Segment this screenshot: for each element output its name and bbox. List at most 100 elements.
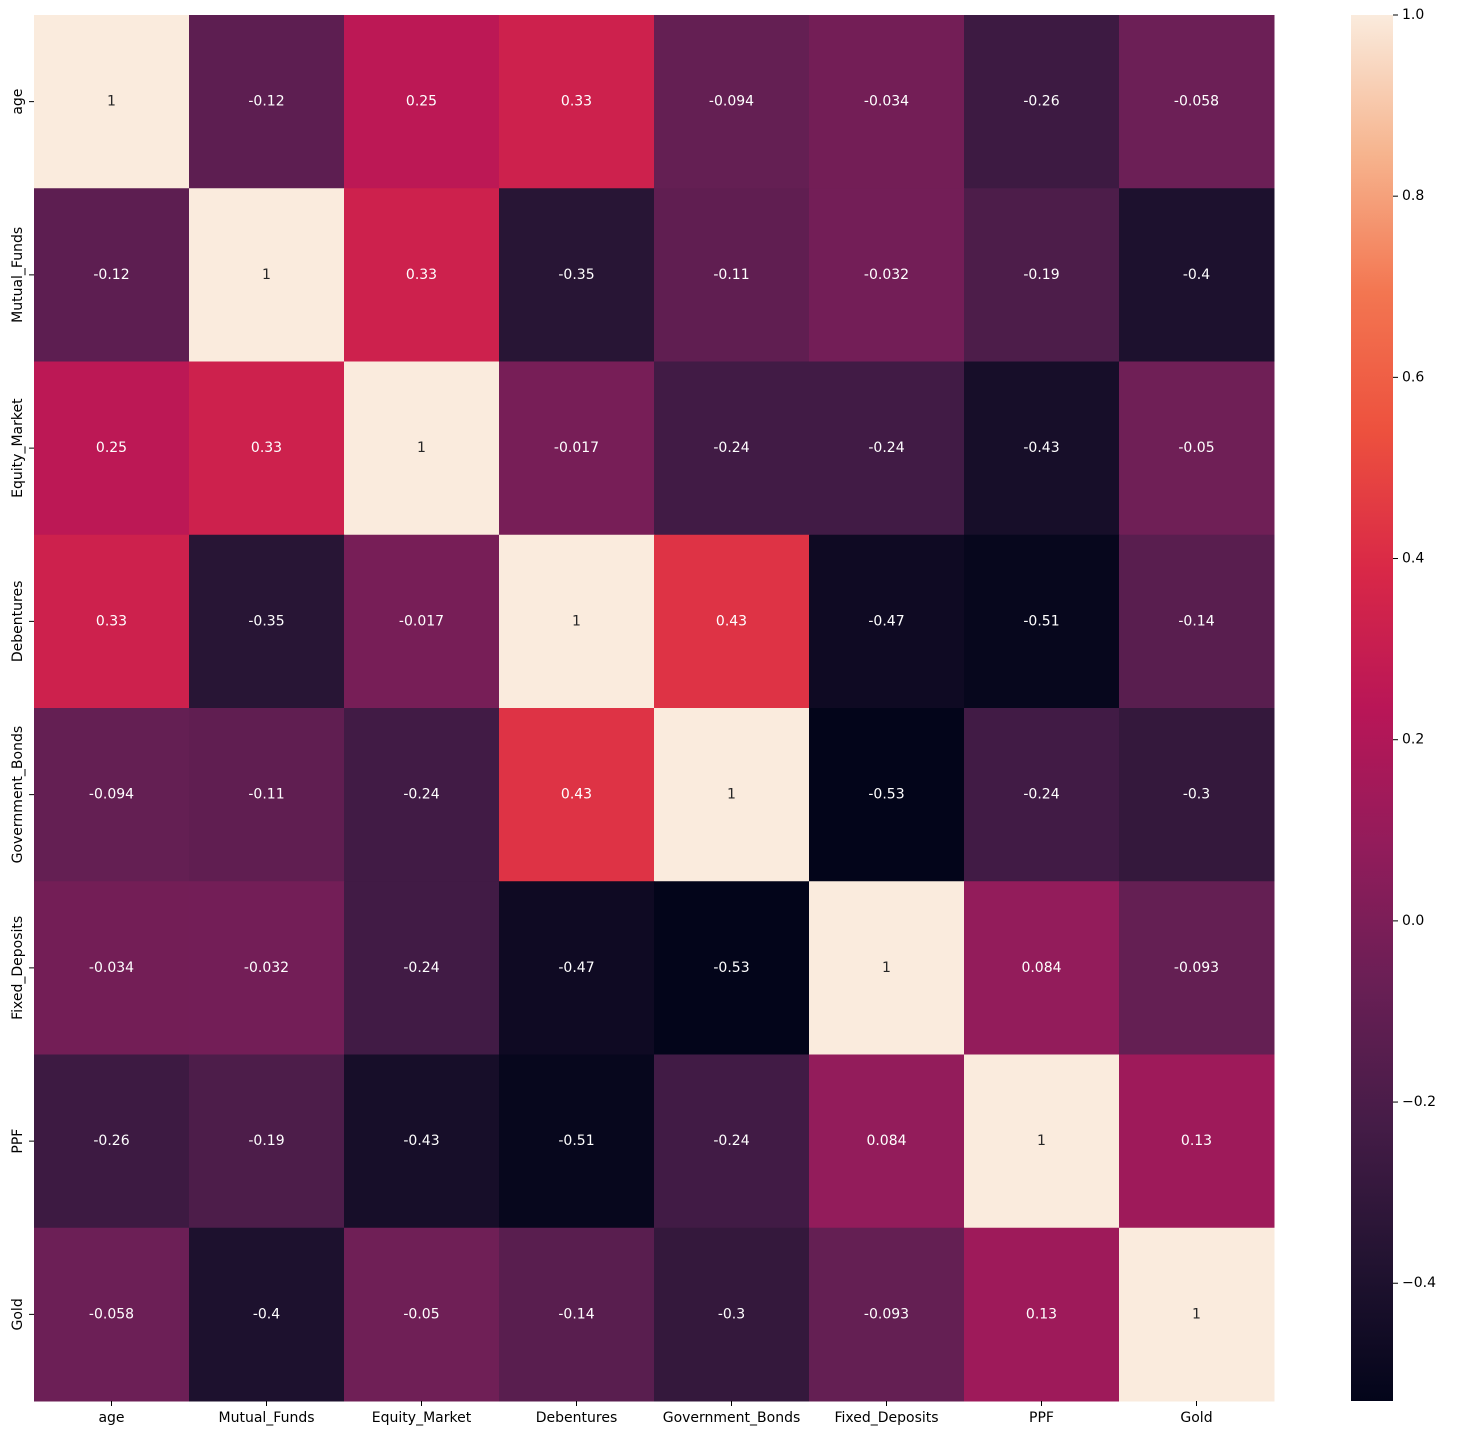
heatmap-cell bbox=[654, 1054, 810, 1229]
colorbar-tick-label: 0.4 bbox=[1402, 551, 1424, 567]
x-tick-label: Mutual_Funds bbox=[219, 1410, 315, 1426]
y-tick-label: PPF bbox=[10, 1129, 26, 1154]
heatmap-cell bbox=[34, 188, 190, 362]
cell-label: 1 bbox=[417, 440, 426, 456]
cell-label: -0.034 bbox=[864, 94, 909, 110]
cell-label: -0.05 bbox=[1178, 440, 1214, 456]
y-tick-label: Gold bbox=[10, 1298, 26, 1330]
y-tick-label: Fixed_Deposits bbox=[10, 916, 26, 1020]
heatmap-cell bbox=[499, 881, 655, 1055]
heatmap-cell bbox=[964, 881, 1120, 1055]
heatmap-cell bbox=[809, 15, 965, 189]
cell-label: -0.3 bbox=[1183, 787, 1210, 803]
heatmap-cell bbox=[1119, 1054, 1275, 1229]
cell-label: -0.19 bbox=[1023, 267, 1059, 283]
heatmap-cell bbox=[189, 188, 345, 362]
heatmap-cell bbox=[654, 881, 810, 1055]
heatmap-cell bbox=[344, 1054, 500, 1229]
heatmap-cell bbox=[189, 708, 345, 882]
cell-label: 0.33 bbox=[406, 267, 437, 283]
cell-label: -0.51 bbox=[1023, 613, 1059, 629]
heatmap-cell bbox=[499, 534, 655, 709]
y-tick-label: age bbox=[10, 89, 26, 115]
heatmap-cell bbox=[499, 188, 655, 362]
cell-label: -0.017 bbox=[399, 613, 444, 629]
heatmap-cell bbox=[499, 1054, 655, 1229]
heatmap-cell bbox=[1119, 708, 1275, 882]
x-tick-label: Fixed_Deposits bbox=[834, 1410, 938, 1426]
cell-label: -0.24 bbox=[713, 440, 749, 456]
y-tick-label: Debentures bbox=[10, 581, 26, 662]
cell-label: 1 bbox=[262, 267, 271, 283]
cell-label: -0.05 bbox=[403, 1306, 439, 1322]
cell-label: -0.032 bbox=[244, 960, 289, 976]
colorbar-tick-label: −0.2 bbox=[1402, 1094, 1436, 1110]
cell-label: -0.35 bbox=[248, 613, 284, 629]
cell-label: -0.35 bbox=[558, 267, 594, 283]
cell-label: -0.058 bbox=[89, 1306, 134, 1322]
cell-label: -0.12 bbox=[93, 267, 129, 283]
cell-label: -0.24 bbox=[713, 1133, 749, 1149]
cell-label: -0.24 bbox=[868, 440, 904, 456]
cell-label: -0.53 bbox=[713, 960, 749, 976]
cell-label: 0.33 bbox=[251, 440, 282, 456]
heatmap-cell bbox=[344, 361, 500, 536]
cell-label: -0.3 bbox=[718, 1306, 745, 1322]
cell-label: -0.4 bbox=[253, 1306, 280, 1322]
colorbar-tick-label: 1.0 bbox=[1402, 7, 1424, 23]
cell-label: -0.093 bbox=[1174, 960, 1219, 976]
y-tick-label: Equity_Market bbox=[10, 398, 26, 498]
y-tick-label: Mutual_Funds bbox=[10, 227, 26, 323]
colorbar-tick-label: 0.6 bbox=[1402, 369, 1424, 385]
cell-label: -0.017 bbox=[554, 440, 599, 456]
colorbar-tick-label: 0.0 bbox=[1402, 913, 1424, 929]
cell-label: -0.53 bbox=[868, 787, 904, 803]
x-tick-label: Equity_Market bbox=[372, 1410, 472, 1426]
heatmap-cell bbox=[34, 708, 190, 882]
cell-label: 0.13 bbox=[1026, 1306, 1057, 1322]
cell-label: -0.093 bbox=[864, 1306, 909, 1322]
heatmap-cell bbox=[809, 1227, 965, 1402]
cell-label: -0.47 bbox=[868, 613, 904, 629]
cell-label: -0.26 bbox=[93, 1133, 129, 1149]
heatmap-cell bbox=[344, 1227, 500, 1402]
heatmap-cell bbox=[189, 534, 345, 709]
cell-label: -0.11 bbox=[713, 267, 749, 283]
cell-label: -0.24 bbox=[1023, 787, 1059, 803]
heatmap-cell bbox=[964, 534, 1120, 709]
heatmap-cell bbox=[1119, 881, 1275, 1055]
heatmap-cell bbox=[34, 1054, 190, 1229]
heatmap-cell bbox=[34, 1227, 190, 1402]
heatmap-cell bbox=[964, 1054, 1120, 1229]
x-tick-label: PPF bbox=[1029, 1410, 1054, 1426]
cell-label: 0.13 bbox=[1181, 1133, 1212, 1149]
cell-label: 0.084 bbox=[1021, 960, 1061, 976]
cell-label: -0.19 bbox=[248, 1133, 284, 1149]
heatmap-cell bbox=[964, 1227, 1120, 1402]
heatmap-cell bbox=[964, 15, 1120, 189]
cell-label: -0.11 bbox=[248, 787, 284, 803]
heatmap-cell bbox=[654, 15, 810, 189]
heatmap-cell bbox=[189, 1227, 345, 1402]
x-tick-label: age bbox=[98, 1410, 124, 1426]
cell-label: -0.51 bbox=[558, 1133, 594, 1149]
heatmap-cell bbox=[189, 15, 345, 189]
cell-label: -0.43 bbox=[1023, 440, 1059, 456]
cell-label: -0.14 bbox=[1178, 613, 1214, 629]
cell-label: 1 bbox=[1037, 1133, 1046, 1149]
heatmap-cell bbox=[34, 881, 190, 1055]
cell-label: -0.094 bbox=[89, 787, 134, 803]
cell-label: -0.058 bbox=[1174, 94, 1219, 110]
cell-label: -0.14 bbox=[558, 1306, 594, 1322]
cell-label: 1 bbox=[727, 787, 736, 803]
heatmap-cell bbox=[499, 708, 655, 882]
heatmap-cell bbox=[499, 361, 655, 536]
cell-label: -0.47 bbox=[558, 960, 594, 976]
colorbar bbox=[1351, 15, 1393, 1401]
cell-label: 0.25 bbox=[96, 440, 127, 456]
heatmap-cell bbox=[1119, 361, 1275, 536]
cell-label: 0.43 bbox=[716, 613, 747, 629]
colorbar-tick-label: −0.4 bbox=[1402, 1275, 1436, 1291]
heatmap-cell bbox=[654, 534, 810, 709]
